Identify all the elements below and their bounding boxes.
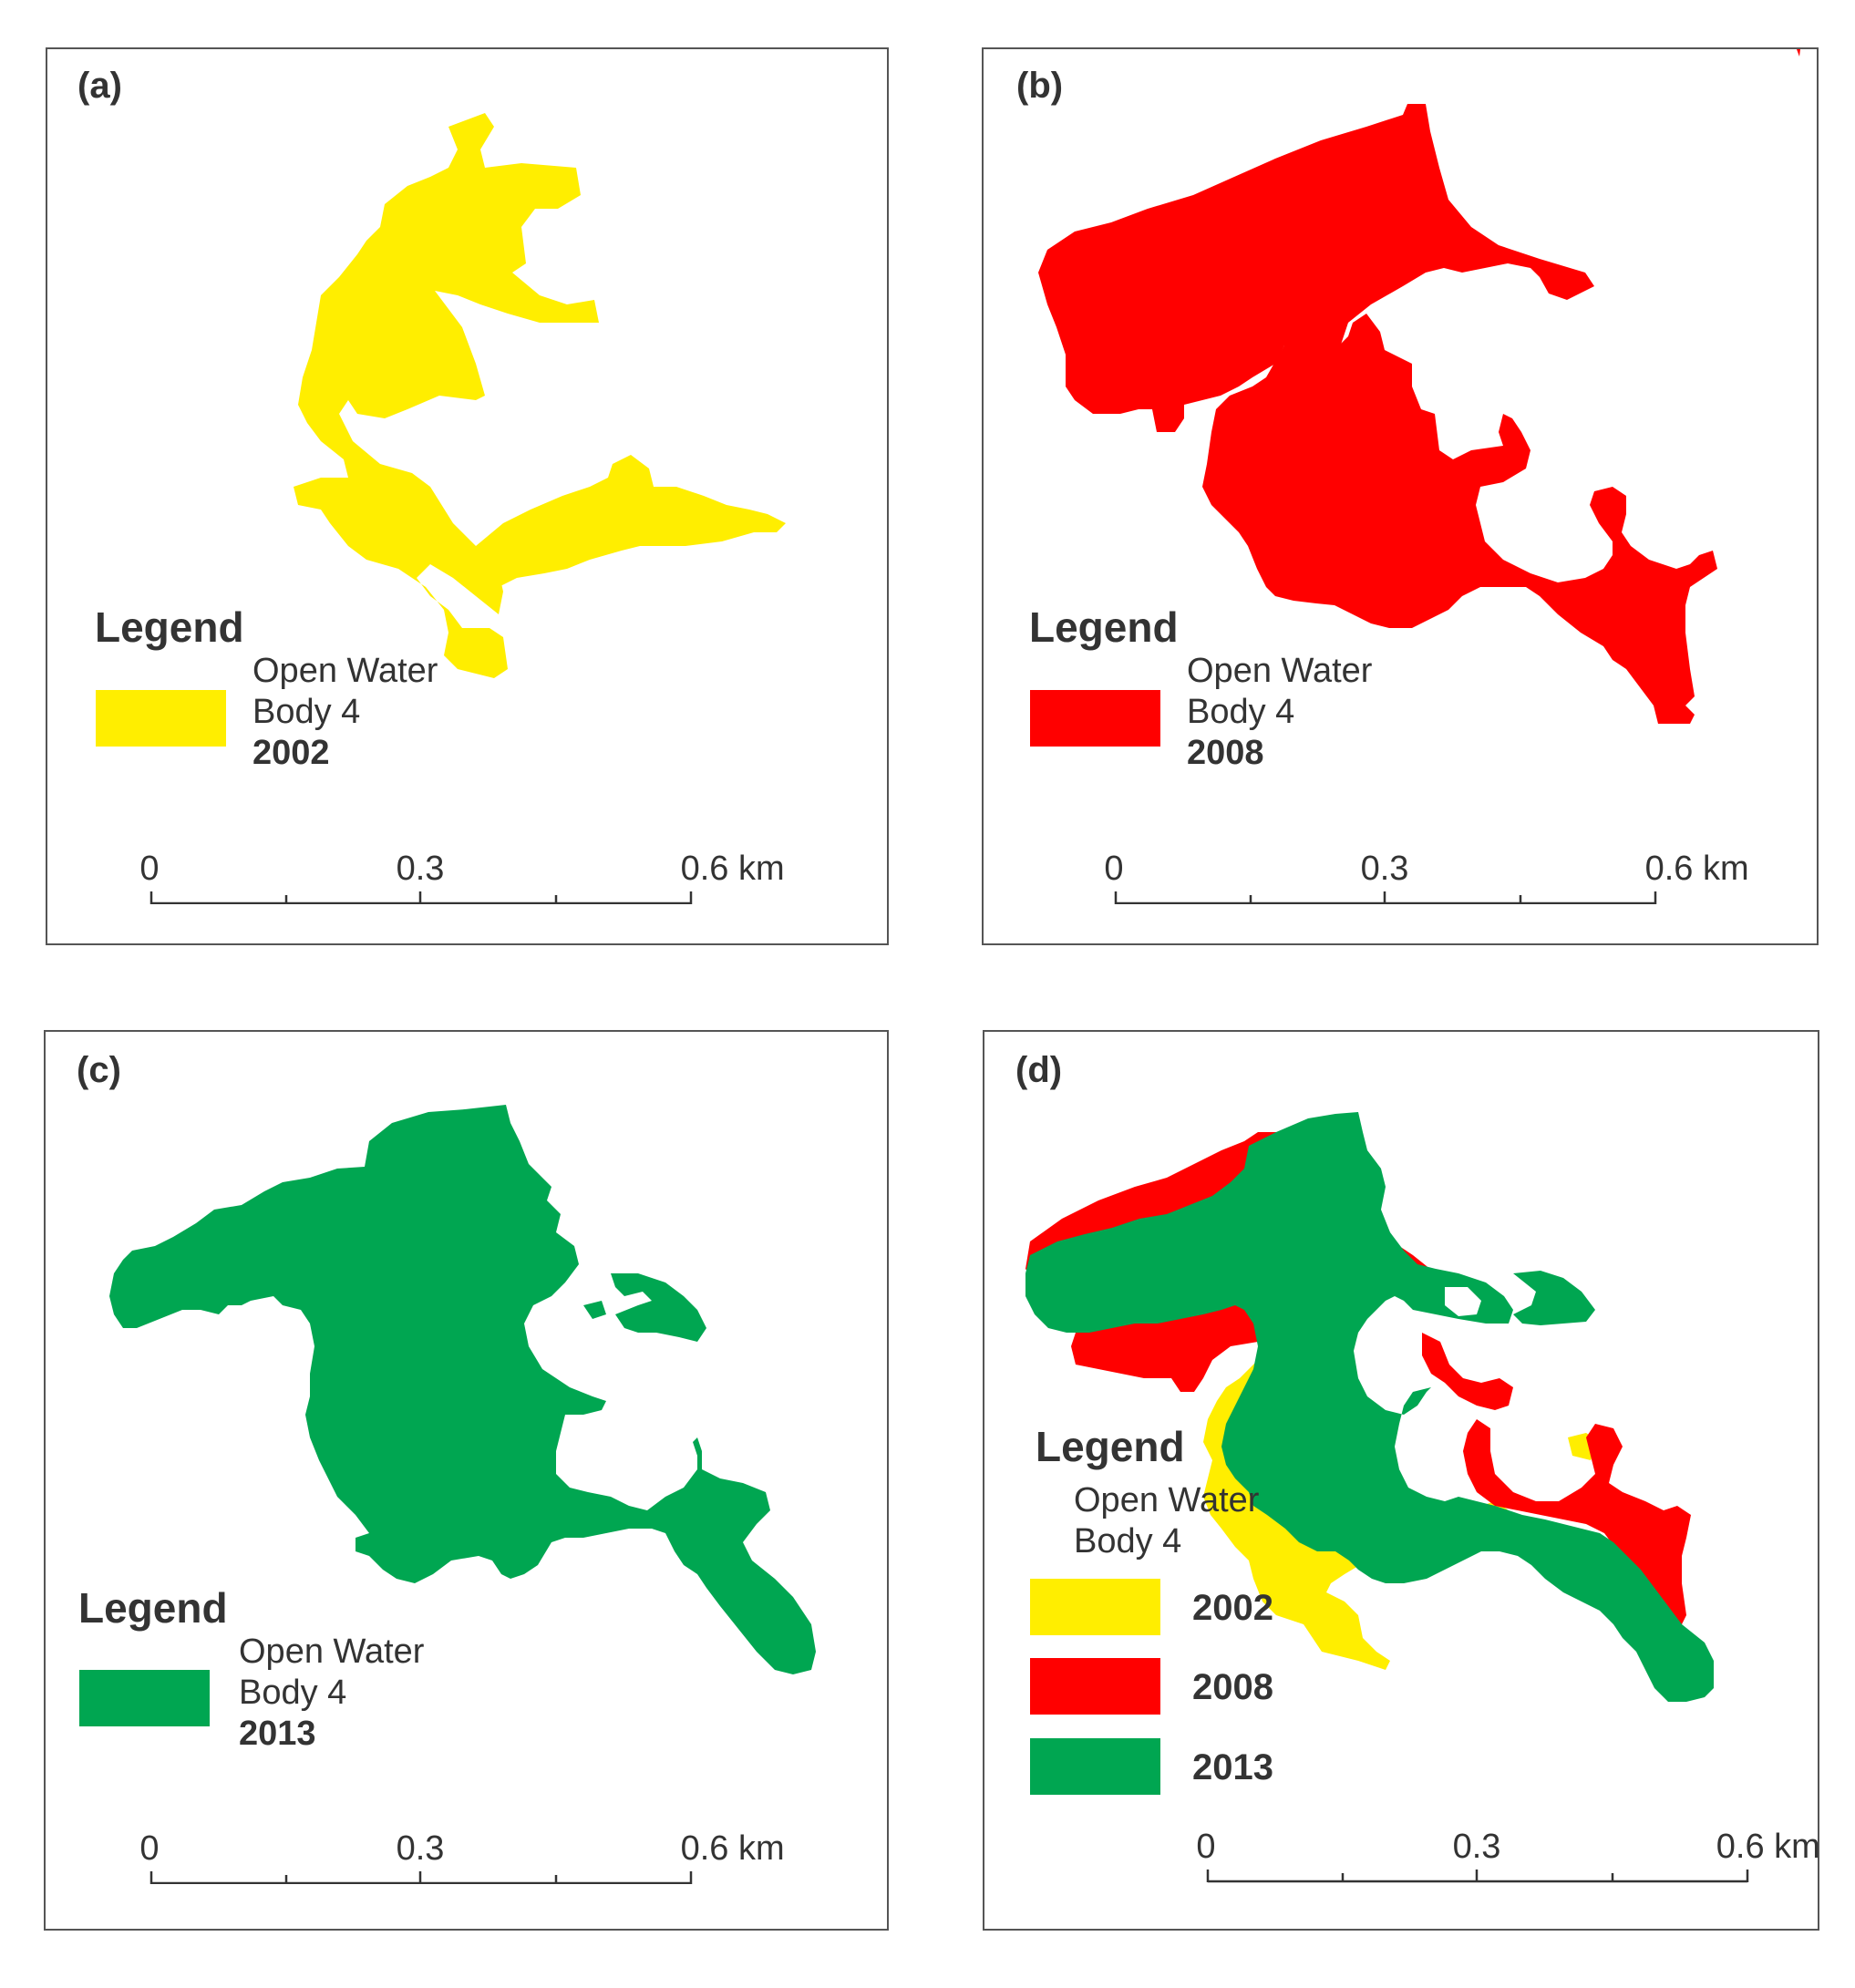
legend-swatch-2013	[79, 1670, 210, 1726]
legend-swatch-2013	[1030, 1738, 1160, 1795]
legend-swatch-2002	[1030, 1579, 1160, 1635]
scale-tick-0: 0	[1104, 850, 1124, 888]
scale-tick-0-6: 0.6 km	[680, 850, 785, 888]
legend-line2: Body 4	[1074, 1522, 1182, 1561]
legend-year: 2013	[239, 1715, 316, 1753]
water-body-2002-map	[294, 113, 786, 678]
scale-tick-0-3: 0.3	[396, 1829, 445, 1868]
scale-tick-0-3: 0.3	[396, 850, 445, 888]
legend-line1: Open Water	[252, 652, 438, 690]
water-body-2013-map	[109, 1105, 816, 1674]
legend-line1: Open Water	[1187, 652, 1373, 690]
map-panel-c: (c) Legend Open Water Body 4 2013 0 0.3 …	[44, 1030, 889, 1931]
legend-swatch-2008	[1030, 690, 1160, 747]
scale-tick-0-3: 0.3	[1360, 850, 1409, 888]
panel-label: (d)	[1015, 1050, 1063, 1090]
water-body-2008-map	[1038, 49, 1800, 724]
legend-title: Legend	[1036, 1423, 1185, 1470]
legend-line2: Body 4	[252, 693, 361, 731]
overlay-2013-shape	[1025, 1112, 1714, 1702]
scale-bar-line	[149, 1871, 693, 1884]
legend-entry: Open Water Body 4	[1074, 1480, 1259, 1562]
legend-year-2008: 2008	[1192, 1667, 1273, 1707]
legend-swatch-2002	[96, 690, 226, 747]
legend-title: Legend	[1029, 603, 1179, 651]
legend-entry: Open Water Body 4 2002	[252, 651, 438, 774]
legend-line1: Open Water	[1074, 1481, 1260, 1519]
legend-line2: Body 4	[239, 1674, 347, 1712]
map-panel-b: (b) Legend Open Water Body 4 2008 0 0.3 …	[982, 47, 1819, 945]
legend-line1: Open Water	[239, 1633, 425, 1671]
scale-bar-line	[149, 891, 693, 904]
legend-year-2013: 2013	[1192, 1747, 1273, 1787]
legend-year-2002: 2002	[1192, 1588, 1273, 1628]
legend-entry: Open Water Body 4 2013	[239, 1632, 424, 1755]
panel-label: (b)	[1016, 66, 1064, 106]
scale-bar-line	[1114, 891, 1657, 904]
legend-title: Legend	[78, 1584, 228, 1632]
legend-year: 2002	[252, 734, 330, 772]
scale-tick-0: 0	[139, 850, 160, 888]
scale-tick-0-6: 0.6 km	[1716, 1828, 1820, 1866]
legend-title: Legend	[95, 603, 244, 651]
legend-entry: Open Water Body 4 2008	[1187, 651, 1372, 774]
map-panel-d: (d) Legend Open Water Body 4 2002 2008 2…	[983, 1030, 1820, 1931]
panel-label: (c)	[77, 1050, 121, 1090]
scale-tick-0: 0	[139, 1829, 160, 1868]
legend-year: 2008	[1187, 734, 1264, 772]
scale-tick-0: 0	[1196, 1828, 1216, 1866]
water-body-2013-shape	[109, 1105, 816, 1674]
water-body-2008-shape	[1038, 104, 1594, 432]
scale-tick-0-6: 0.6 km	[680, 1829, 785, 1868]
scale-tick-0-6: 0.6 km	[1644, 850, 1749, 888]
scale-tick-0-3: 0.3	[1452, 1828, 1501, 1866]
scale-bar-line	[1206, 1870, 1749, 1883]
panel-label: (a)	[77, 66, 122, 106]
legend-swatch-2008	[1030, 1658, 1160, 1715]
water-body-overlay-map	[1025, 1112, 1714, 1702]
water-body-2002-shape	[294, 113, 599, 678]
legend-line2: Body 4	[1187, 693, 1295, 731]
map-panel-a: (a) Legend Open Water Body 4 2002 0 0.3 …	[46, 47, 889, 945]
